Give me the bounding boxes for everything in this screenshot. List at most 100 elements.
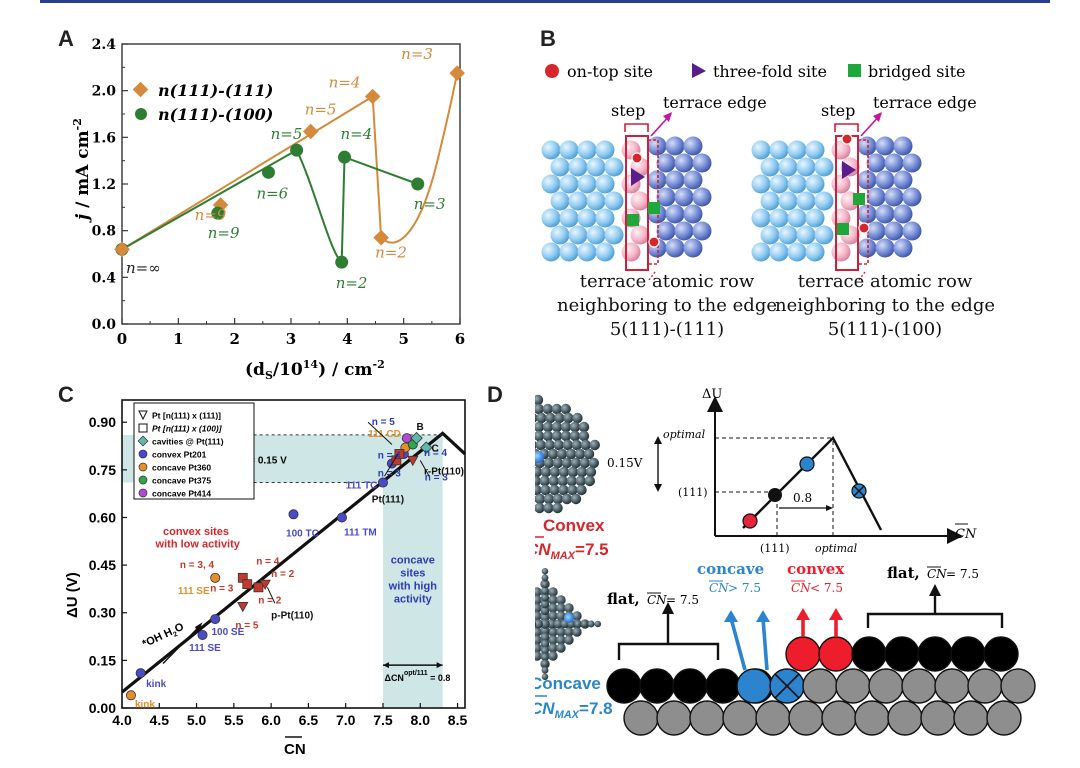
terrace-atom <box>751 242 771 262</box>
edge-atom <box>875 170 895 190</box>
arrowhead <box>662 602 674 614</box>
point-label: 111 TC <box>346 481 378 492</box>
cd-leader <box>367 421 393 445</box>
convex-text-1: convex sites <box>163 526 229 538</box>
x-tick-label: 8.0 <box>411 712 431 728</box>
oh-arrowhead <box>195 622 203 634</box>
cluster-atom <box>569 430 581 442</box>
cluster-atom <box>583 448 595 460</box>
terrace-atom <box>805 208 825 228</box>
orange-diamond-point <box>373 229 389 246</box>
bulk-atom <box>887 700 923 736</box>
bridged-site <box>837 223 849 235</box>
on-top-site <box>858 222 870 234</box>
edge-atom <box>893 238 913 258</box>
orange-point-label: n=3 <box>401 45 433 63</box>
cluster-atom <box>574 620 582 628</box>
circle-point <box>401 433 412 444</box>
orange-spline <box>371 72 459 244</box>
bulk-atom <box>788 700 824 736</box>
y-tick-label: 2.4 <box>92 37 117 53</box>
edge-atom <box>857 136 877 156</box>
cluster-atom <box>548 643 558 653</box>
legend-marker <box>138 449 148 459</box>
green-point-label: n=4 <box>341 125 373 143</box>
point-label: n = 3 <box>378 469 402 480</box>
legend-label-111: n(111)-(111) <box>158 81 273 100</box>
concave-point <box>799 456 815 472</box>
cluster-atom <box>535 595 542 605</box>
point-label: p-Pt(110) <box>271 611 313 622</box>
flat-atom <box>705 668 741 704</box>
legend-label: cavities @ Pt(111) <box>152 437 224 447</box>
legend-label: concave Pt375 <box>152 476 211 486</box>
terrace-atom <box>787 140 807 160</box>
point-label: 100 SE <box>211 627 244 638</box>
point-label: kink <box>146 679 166 690</box>
cluster-atom <box>541 646 549 655</box>
bulk-atom <box>623 700 659 736</box>
three-fold-site-icon <box>692 63 706 78</box>
cluster-atom <box>560 421 572 433</box>
on-top-site <box>648 236 660 248</box>
terrace-atom <box>778 157 798 177</box>
cross <box>853 485 865 497</box>
cluster-atom <box>589 439 600 451</box>
bulk-atom <box>854 700 890 736</box>
arrowhead <box>654 436 662 444</box>
cluster-atom <box>563 412 574 424</box>
legend-on-top: on-top site <box>567 62 653 81</box>
flat-left-cn: CN <box>647 593 667 607</box>
edge-atom <box>665 238 685 258</box>
green-point-label: n=3 <box>414 195 446 213</box>
panel-c-legend: Pt [n(111) x (111)] Pt [n(111) x (100)] ca… <box>133 402 255 500</box>
edge-atom <box>893 170 913 190</box>
flat-right-bracket <box>866 612 1004 628</box>
panel-label-a: A <box>58 26 74 51</box>
terrace-atom <box>778 191 798 211</box>
cluster-atom <box>553 439 564 451</box>
terrace-atom <box>769 174 789 194</box>
terrace-atom <box>604 157 624 177</box>
terrace-atom <box>760 191 780 211</box>
convex-word: convex <box>787 560 845 578</box>
caption-right: terrace atomic row neighboring to the ed… <box>770 270 1000 342</box>
x-tick-label: 1 <box>173 330 183 348</box>
triangle-point <box>237 601 249 613</box>
edge-atom <box>857 170 877 190</box>
panel-c-x-label: CN <box>284 736 306 758</box>
point-label: n = 4 <box>378 450 402 461</box>
terrace-edge-label: terrace edge <box>663 93 767 112</box>
terrace-atom <box>577 242 597 262</box>
cluster-atom <box>540 626 550 636</box>
terrace-atom <box>577 140 597 160</box>
panel-label-b: B <box>540 26 556 51</box>
point-label: n = 4 <box>256 557 280 568</box>
terrace-atom <box>769 242 789 262</box>
legend-label: convex Pt201 <box>152 450 207 460</box>
edge-atom <box>665 170 685 190</box>
point-label: 100 TC <box>286 528 319 539</box>
concave-text-line: sites <box>400 568 425 580</box>
cluster-atom <box>548 603 558 613</box>
y-axis-label: ΔU <box>702 388 722 402</box>
legend-marker <box>138 475 148 485</box>
point-label: 111 SE <box>189 643 221 654</box>
cluster-atom <box>535 611 542 621</box>
arrowhead <box>796 608 810 620</box>
cluster-atom <box>552 493 564 505</box>
cluster-atom <box>556 595 566 605</box>
bridged-site <box>648 202 660 214</box>
terrace-atom <box>604 191 624 211</box>
convex-cn: CN <box>791 581 811 595</box>
terrace-atom <box>805 140 825 160</box>
concave-atom <box>736 668 772 704</box>
svg-text:CNMAX=7.8: CNMAX=7.8 <box>535 699 613 721</box>
circle-point <box>210 614 221 625</box>
convex-cmp: < 7.5 <box>810 581 843 595</box>
circle-point <box>336 512 347 523</box>
point-label: 111 TM <box>344 527 377 538</box>
optimal-label: optimal <box>663 428 706 441</box>
cluster-atom <box>575 475 586 487</box>
x-tick-label: 8.5 <box>448 712 468 728</box>
